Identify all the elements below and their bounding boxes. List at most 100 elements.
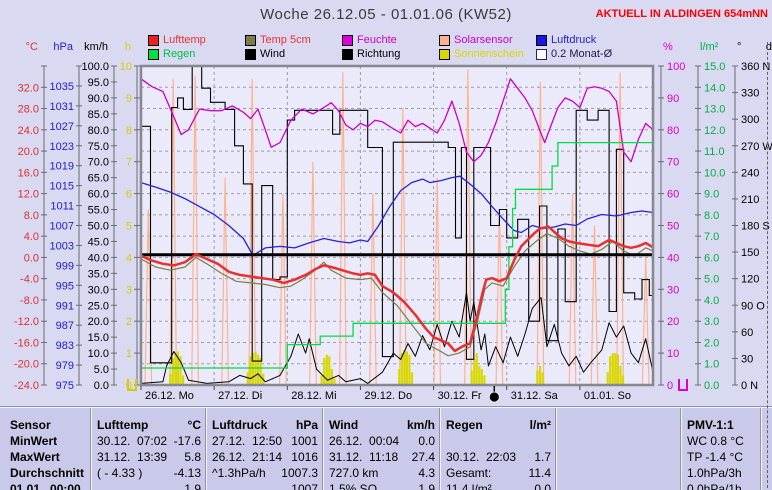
- series-wind: [140, 292, 654, 384]
- cell-label: ^1.3hPa/h: [212, 466, 266, 480]
- weather-chart[interactable]: 32.0 28.0 24.0 20.0 16.0 12.0 8.0 4.0 0.0 -4.0 -8.…: [0, 30, 772, 408]
- legend-swatch-regen: [148, 48, 159, 60]
- svg-text:8.0: 8.0: [24, 210, 39, 222]
- cell-label: TP -1.4 °C: [687, 450, 743, 464]
- svg-text:26.12. Mo: 26.12. Mo: [145, 390, 194, 402]
- legend-item-sonnenschein[interactable]: Sonnenschein: [439, 48, 536, 60]
- svg-text:70.0: 70.0: [88, 157, 109, 169]
- svg-text:°: °: [737, 41, 741, 53]
- cell-value: l/m²: [529, 418, 551, 432]
- svg-text:15.0: 15.0: [704, 61, 725, 73]
- row-label-01-01-00-00: 01.01. 00:00: [10, 482, 86, 490]
- table-column-separator: [205, 408, 207, 490]
- legend-label: Feuchte: [357, 34, 397, 46]
- cell-label: 0.0hPa/1h: [687, 482, 742, 490]
- legend-item-regen[interactable]: Regen: [148, 48, 245, 60]
- cell-label: 727.0 km: [329, 466, 379, 480]
- stats-table: Sensor MinWert MaxWert Durchschnitt 01.01. 0…: [0, 408, 772, 490]
- legend-item-0-2-monat[interactable]: 0.2 Monat-Ø: [536, 48, 633, 60]
- legend-item-solarsensor[interactable]: Solarsensor: [439, 34, 536, 46]
- svg-text:210: 210: [741, 194, 759, 206]
- table-col-header-wind: Wind km/h: [329, 418, 435, 434]
- svg-text:70: 70: [667, 157, 679, 169]
- svg-text:40: 40: [667, 252, 679, 264]
- legend-item-temp-5cm[interactable]: Temp 5cm: [245, 34, 342, 46]
- svg-text:100: 100: [667, 61, 685, 73]
- svg-text:95.0: 95.0: [88, 77, 109, 89]
- cell-label: MinWert: [10, 434, 58, 448]
- table-cell-leer-r2: [562, 450, 676, 466]
- legend-swatch-temp-5cm: [245, 34, 256, 46]
- row-label-sensor: Sensor: [10, 418, 86, 434]
- weather-chart-svg[interactable]: 32.028.024.020.016.012.08.04.00.0-4.0-8.…: [0, 30, 772, 408]
- svg-text:3.0: 3.0: [704, 316, 719, 328]
- svg-text:01.01. So: 01.01. So: [584, 390, 631, 402]
- svg-text:330: 330: [741, 88, 759, 100]
- plot-frame: [139, 64, 655, 387]
- legend-label: Regen: [163, 48, 196, 60]
- legend-item-luftdruck[interactable]: Luftdruck: [536, 34, 633, 46]
- axis-pressure: 1035 1031 1027 1023 1019 1015 1011 1007 1003 999 9…: [50, 41, 82, 392]
- table-cell-wind-r1: 26.12. 00:04 0.0: [329, 434, 435, 450]
- svg-text:180 S: 180 S: [741, 221, 770, 233]
- table-cell-lufttemp-r3: ( - 4.33 ) -4.13: [97, 466, 201, 482]
- cell-label: Regen: [446, 418, 483, 432]
- table-top-divider: [0, 406, 772, 408]
- svg-text:60: 60: [741, 327, 753, 339]
- svg-text:100.0: 100.0: [81, 61, 109, 73]
- legend-row: Regen Wind Richtung Sonnenschein 0.2 Monat-Ø: [148, 47, 633, 61]
- cell-label: 26.12. 21:14: [212, 450, 283, 464]
- svg-text:-12.0: -12.0: [14, 316, 39, 328]
- table-col-header-regen: Regen l/m²: [446, 418, 551, 434]
- svg-text:20.0: 20.0: [18, 146, 39, 158]
- table-cell-leer-r3: [562, 466, 676, 482]
- legend-item-lufttemp[interactable]: Lufttemp: [148, 34, 245, 46]
- svg-text:1007: 1007: [50, 221, 74, 233]
- cell-value: km/h: [406, 418, 435, 432]
- cell-label: PMV-1:1: [687, 418, 734, 432]
- svg-text:15.0: 15.0: [88, 332, 109, 344]
- table-column-separator: [760, 408, 762, 490]
- svg-text:240: 240: [741, 167, 759, 179]
- svg-text:9: 9: [126, 93, 132, 105]
- svg-text:6.0: 6.0: [704, 252, 719, 264]
- table-cell-lufttemp-r4: 1.9: [97, 482, 201, 490]
- legend-item-wind[interactable]: Wind: [245, 48, 342, 60]
- cell-label: Wind: [329, 418, 359, 432]
- svg-text:29.12. Do: 29.12. Do: [364, 390, 412, 402]
- legend-swatch-solarsensor: [439, 34, 450, 46]
- page-title: Woche 26.12.05 - 01.01.06 (KW52): [260, 6, 512, 23]
- series-feuchte: [140, 78, 654, 163]
- svg-text:-8.0: -8.0: [20, 295, 39, 307]
- svg-text:1019: 1019: [50, 161, 74, 173]
- cell-value: 0.0: [418, 434, 435, 448]
- table-cell-pmv-r4: 0.0hPa/1h: [687, 482, 755, 490]
- svg-text:35.0: 35.0: [88, 268, 109, 280]
- svg-text:24.0: 24.0: [18, 125, 39, 137]
- cell-label: 31.12. 11:18: [329, 450, 399, 464]
- legend-item-richtung[interactable]: Richtung: [342, 48, 439, 60]
- svg-text:h: h: [125, 41, 131, 53]
- table-column-separator: [680, 408, 682, 490]
- cell-value: 1016: [291, 450, 318, 464]
- cell-value: 5.8: [184, 450, 201, 464]
- cell-label: ( - 4.33 ): [97, 466, 143, 480]
- svg-text:1: 1: [126, 348, 132, 360]
- legend-swatch-sonnenschein: [439, 48, 450, 60]
- cell-label: Lufttemp: [97, 418, 149, 432]
- cell-label: Luftdruck: [212, 418, 268, 432]
- svg-text:1011: 1011: [50, 201, 74, 213]
- table-cell-luftdruck-r4: 1007: [212, 482, 318, 490]
- cell-value: °C: [187, 418, 201, 432]
- svg-text:4.0: 4.0: [24, 231, 39, 243]
- svg-text:60.0: 60.0: [88, 189, 109, 201]
- svg-text:0: 0: [667, 380, 673, 392]
- svg-text:8.0: 8.0: [704, 210, 719, 222]
- svg-text:7: 7: [126, 157, 132, 169]
- table-column-separator: [555, 408, 557, 490]
- cell-value: -17.6: [173, 434, 201, 448]
- svg-text:9.0: 9.0: [704, 189, 719, 201]
- svg-text:11.0: 11.0: [704, 146, 725, 158]
- svg-text:12.0: 12.0: [704, 125, 725, 137]
- legend-item-feuchte[interactable]: Feuchte: [342, 34, 439, 46]
